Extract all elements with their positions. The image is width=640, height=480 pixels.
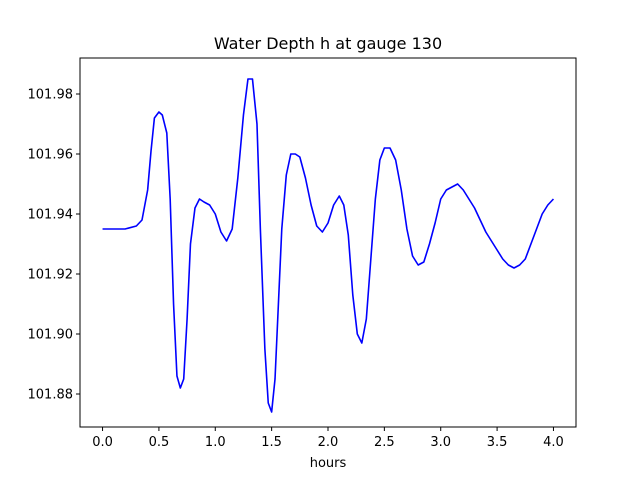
x-tick-label: 2.0 xyxy=(318,435,339,450)
chart-title: Water Depth h at gauge 130 xyxy=(214,34,442,53)
y-tick-label: 101.92 xyxy=(28,268,74,283)
x-tick-label: 4.0 xyxy=(543,435,564,450)
y-tick-label: 101.96 xyxy=(28,148,74,163)
series-line-0 xyxy=(102,78,555,413)
x-tick-label: 0.0 xyxy=(92,435,113,450)
y-tick-label: 101.98 xyxy=(28,88,74,103)
y-axis-ticks: 101.88 101.90 101.92 101.94 101.96 101.98 xyxy=(28,88,80,403)
x-tick-label: 3.5 xyxy=(487,435,508,450)
x-axis-label: hours xyxy=(310,456,347,471)
x-tick-label: 1.0 xyxy=(205,435,226,450)
x-tick-label: 1.5 xyxy=(261,435,282,450)
x-tick-label: 3.0 xyxy=(430,435,451,450)
series-layer xyxy=(102,78,555,413)
y-tick-label: 101.88 xyxy=(28,388,74,403)
y-tick-label: 101.90 xyxy=(28,328,74,343)
plot-area xyxy=(80,58,576,427)
x-tick-label: 2.5 xyxy=(374,435,395,450)
x-axis-ticks: 0.0 0.5 1.0 1.5 2.0 2.5 3.0 3.5 4.0 xyxy=(92,427,564,450)
y-tick-label: 101.94 xyxy=(28,208,74,223)
x-tick-label: 0.5 xyxy=(149,435,170,450)
